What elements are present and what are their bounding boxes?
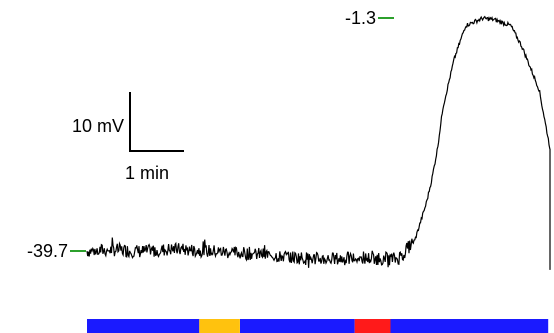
stimulus-bar — [87, 319, 549, 333]
membrane-potential-trace — [86, 15, 551, 270]
scale-bar: 10 mV 1 min — [72, 92, 184, 183]
stimulus-segment-2 — [199, 319, 240, 333]
trace-layer — [86, 15, 551, 270]
stimulus-segment-4 — [354, 319, 391, 333]
scale-bar-min-label: 1 min — [125, 163, 169, 183]
peak-label: -1.3 — [345, 8, 376, 28]
scale-bar-mv-label: 10 mV — [72, 116, 124, 136]
stimulus-segment-1 — [87, 319, 200, 333]
stimulus-segment-5 — [390, 319, 549, 333]
stimulus-segment-3 — [240, 319, 355, 333]
baseline-label: -39.7 — [27, 241, 68, 261]
